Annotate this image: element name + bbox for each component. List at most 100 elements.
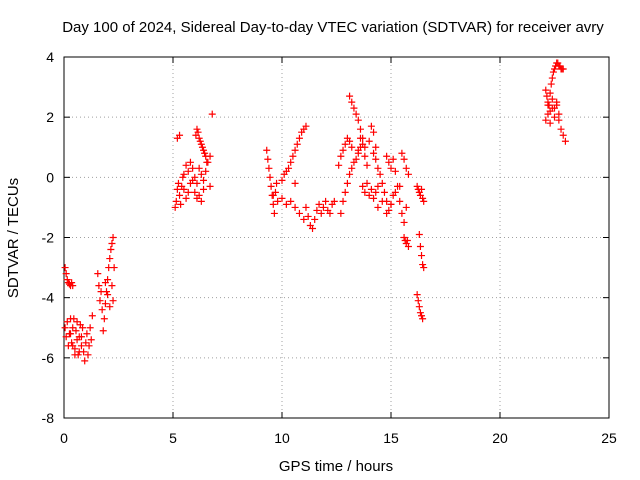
data-point: [346, 92, 354, 100]
data-point: [110, 264, 118, 272]
data-point: [195, 164, 203, 172]
data-point: [69, 282, 77, 290]
data-point: [195, 191, 203, 199]
data-point: [413, 291, 421, 299]
data-point: [394, 182, 402, 190]
data-point: [203, 158, 211, 166]
data-point: [85, 342, 93, 350]
y-tick-label: -4: [42, 290, 55, 306]
data-point: [374, 164, 382, 172]
data-point: [337, 209, 345, 217]
data-point: [99, 327, 107, 335]
grid: [64, 57, 609, 418]
data-point: [267, 182, 275, 190]
data-point: [339, 146, 347, 154]
data-point: [546, 107, 554, 115]
data-point: [295, 209, 303, 217]
data-point: [555, 110, 563, 118]
data-point: [387, 164, 395, 172]
data-point: [101, 279, 109, 287]
data-point: [62, 333, 70, 341]
data-point: [549, 68, 557, 76]
data-point: [273, 179, 281, 187]
data-point: [68, 279, 76, 287]
data-point: [109, 234, 117, 241]
data-point: [200, 185, 208, 193]
data-point: [106, 303, 114, 311]
data-point: [177, 200, 185, 208]
data-point: [176, 191, 184, 199]
data-point: [302, 203, 310, 211]
x-tick-label: 5: [169, 430, 177, 446]
data-point: [208, 110, 216, 118]
data-point: [109, 297, 117, 305]
data-point: [87, 336, 95, 344]
data-point: [352, 155, 360, 163]
data-point: [372, 155, 380, 163]
data-point: [63, 276, 71, 284]
data-point: [73, 318, 81, 326]
data-point: [413, 182, 421, 190]
y-tick-label: 4: [46, 49, 54, 65]
data-point: [546, 119, 554, 127]
data-point: [263, 146, 271, 154]
data-point: [61, 264, 69, 272]
data-point: [542, 116, 550, 124]
data-point: [326, 209, 334, 217]
x-tick-label: 25: [601, 430, 617, 446]
data-point: [81, 357, 89, 365]
data-point: [278, 176, 286, 184]
data-point: [372, 143, 380, 151]
data-point: [398, 209, 406, 217]
data-point: [189, 164, 197, 172]
data-point: [359, 140, 367, 148]
y-tick-label: -2: [42, 230, 55, 246]
data-point: [559, 131, 567, 139]
data-point: [274, 197, 282, 205]
data-point: [194, 128, 202, 136]
data-point: [374, 182, 382, 190]
data-point: [400, 155, 408, 163]
data-point: [96, 297, 104, 305]
data-point: [416, 309, 424, 317]
data-point: [385, 158, 393, 166]
data-point: [315, 200, 323, 208]
data-point: [62, 270, 70, 278]
y-tick-label: -8: [42, 410, 55, 426]
data-point: [418, 312, 426, 320]
data-point: [551, 65, 558, 73]
data-point: [374, 203, 382, 211]
data-point: [206, 182, 214, 190]
data-point: [311, 215, 319, 223]
data-point: [389, 155, 397, 163]
data-point: [551, 113, 558, 121]
data-point: [317, 209, 325, 217]
data-point: [343, 179, 351, 187]
data-point: [195, 134, 203, 142]
data-point: [352, 110, 360, 118]
data-point: [191, 188, 199, 196]
y-axis-label: SDTVAR / TECUs: [5, 178, 22, 298]
data-point: [291, 179, 299, 187]
data-point: [200, 176, 208, 184]
data-point: [174, 179, 182, 187]
data-point: [295, 134, 303, 142]
data-point: [196, 137, 204, 145]
data-point: [361, 188, 369, 196]
data-point: [414, 297, 422, 305]
data-point: [391, 167, 399, 175]
data-point: [330, 197, 338, 205]
data-point: [416, 243, 424, 251]
data-point: [400, 218, 408, 226]
data-point: [561, 137, 569, 145]
data-point: [402, 203, 410, 211]
data-point: [403, 237, 411, 245]
data-point: [363, 161, 371, 169]
data-point: [313, 206, 321, 214]
data-point: [356, 134, 364, 142]
data-point: [367, 185, 375, 193]
data-point: [201, 149, 209, 157]
data-point: [378, 179, 386, 187]
data-point: [186, 158, 194, 166]
